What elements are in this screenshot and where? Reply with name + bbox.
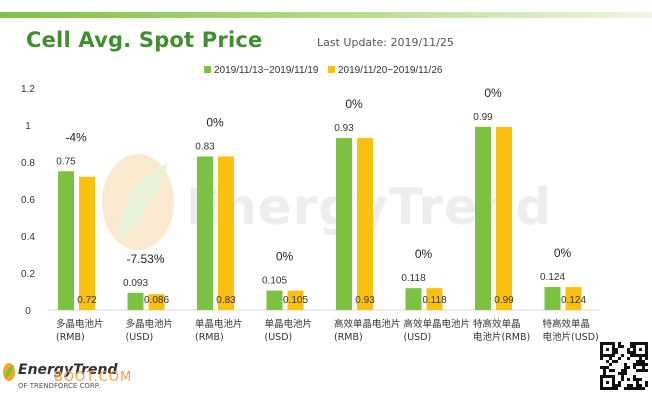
x-category-label: 电池片(USD) bbox=[543, 331, 599, 343]
data-label-series-1: 0.83 bbox=[195, 141, 215, 152]
bar-series-1 bbox=[475, 126, 491, 310]
x-category-label: 特高效单晶 bbox=[473, 318, 521, 330]
x-category-label: 单晶电池片 bbox=[195, 318, 243, 330]
data-label-series-1: 0.124 bbox=[540, 272, 565, 283]
bar-series-2 bbox=[148, 294, 165, 310]
x-category-label: (RMB) bbox=[56, 332, 85, 343]
data-label-series-2: 0.93 bbox=[355, 295, 375, 306]
bar-series-2 bbox=[79, 176, 95, 310]
percent-change-label: -7.53% bbox=[126, 252, 164, 266]
header-accent-bar bbox=[0, 12, 652, 18]
x-category-label: 电池片(RMB) bbox=[473, 331, 530, 343]
bar-series-2 bbox=[357, 137, 373, 310]
percent-change-label: 0% bbox=[415, 247, 433, 261]
data-label-series-2: 0.99 bbox=[494, 295, 514, 306]
bar-series-1 bbox=[58, 171, 74, 310]
bar-series-1 bbox=[127, 292, 144, 310]
y-tick-label: 0.6 bbox=[21, 195, 35, 206]
last-update-text: Last Update: 2019/11/25 bbox=[317, 36, 454, 49]
x-category-label: (RMB) bbox=[334, 332, 363, 343]
percent-change-label: 0% bbox=[206, 115, 224, 129]
legend-label: 2019/11/13~2019/11/19 bbox=[214, 65, 319, 76]
y-tick-label: 0.4 bbox=[21, 232, 35, 243]
logo-text: EnergyTrend bbox=[18, 362, 118, 378]
leaf-logo-icon bbox=[3, 363, 15, 381]
data-label-series-1: 0.99 bbox=[473, 112, 493, 123]
data-label-series-2: 0.118 bbox=[422, 295, 447, 306]
qr-code-icon bbox=[600, 342, 648, 390]
bar-series-2 bbox=[218, 156, 234, 310]
x-category-label: 特高效单晶 bbox=[543, 318, 591, 330]
x-category-label: 单晶电池片 bbox=[265, 318, 313, 330]
percent-change-label: 0% bbox=[484, 86, 502, 100]
bar-series-1 bbox=[266, 290, 283, 310]
x-category-label: 多晶电池片 bbox=[56, 318, 104, 330]
bar-series-1 bbox=[544, 287, 561, 310]
percent-change-label: 0% bbox=[276, 250, 294, 264]
bar-series-2 bbox=[426, 288, 443, 310]
legend-swatch bbox=[328, 66, 335, 73]
x-category-label: (RMB) bbox=[195, 332, 224, 343]
data-label-series-1: 0.093 bbox=[123, 278, 148, 289]
bar-series-1 bbox=[197, 156, 213, 310]
x-category-label: 高效单晶电池片 bbox=[334, 318, 401, 330]
bar-series-2 bbox=[496, 126, 512, 310]
x-category-label: 高效单晶电池片 bbox=[404, 318, 471, 330]
bar-series-2 bbox=[565, 287, 582, 310]
y-tick-label: 1 bbox=[25, 121, 31, 132]
chart-title: Cell Avg. Spot Price bbox=[26, 28, 263, 52]
y-tick-label: 1.2 bbox=[21, 84, 35, 95]
site-watermark-text: BOOT.COM bbox=[54, 370, 133, 385]
legend-label: 2019/11/20~2019/11/26 bbox=[338, 65, 443, 76]
percent-change-label: 0% bbox=[345, 97, 363, 111]
energytrend-logo: EnergyTrend OF TRENDFORCE CORP. bbox=[2, 360, 132, 398]
data-label-series-1: 0.75 bbox=[56, 156, 76, 167]
data-label-series-2: 0.72 bbox=[77, 295, 97, 306]
bar-series-2 bbox=[287, 290, 304, 310]
y-tick-label: 0.2 bbox=[21, 269, 35, 280]
x-category-label: (USD) bbox=[265, 332, 293, 343]
percent-change-label: 0% bbox=[554, 246, 572, 260]
y-tick-label: 0 bbox=[25, 306, 31, 317]
data-label-series-2: 0.124 bbox=[561, 295, 586, 306]
x-category-label: 多晶电池片 bbox=[126, 318, 174, 330]
data-label-series-2: 0.086 bbox=[144, 295, 169, 306]
bar-series-1 bbox=[336, 137, 352, 310]
x-category-label: (USD) bbox=[404, 332, 432, 343]
data-label-series-2: 0.83 bbox=[216, 295, 236, 306]
x-category-label: (USD) bbox=[126, 332, 154, 343]
data-label-series-2: 0.105 bbox=[283, 295, 308, 306]
data-label-series-1: 0.118 bbox=[401, 273, 426, 284]
data-label-series-1: 0.93 bbox=[334, 123, 354, 134]
percent-change-label: -4% bbox=[65, 130, 87, 144]
data-label-series-1: 0.105 bbox=[262, 276, 287, 287]
logo-subtext: OF TRENDFORCE CORP. bbox=[18, 382, 101, 390]
y-tick-label: 0.8 bbox=[21, 158, 35, 169]
bar-series-1 bbox=[405, 288, 422, 310]
legend-swatch bbox=[204, 66, 211, 73]
